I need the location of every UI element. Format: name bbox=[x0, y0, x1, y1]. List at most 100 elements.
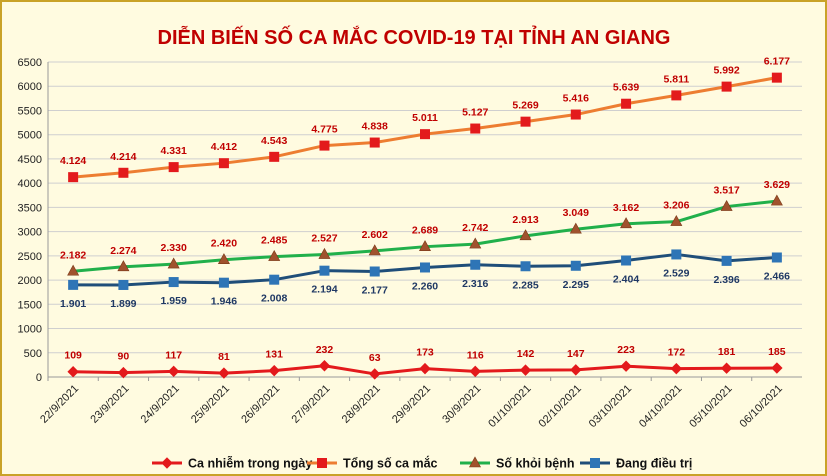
data-label: 4.775 bbox=[311, 124, 337, 136]
data-point bbox=[117, 260, 130, 272]
series-group bbox=[67, 72, 783, 380]
data-label: 117 bbox=[165, 349, 182, 361]
y-tick-label: 1500 bbox=[18, 299, 42, 311]
x-tick-label: 28/9/2021 bbox=[340, 383, 383, 426]
data-point bbox=[569, 222, 582, 234]
chart-title: DIỄN BIẾN SỐ CA MẮC COVID-19 TẠI TỈNH AN… bbox=[158, 25, 671, 49]
data-label: 4.838 bbox=[362, 121, 388, 133]
data-label: 5.011 bbox=[412, 112, 438, 124]
data-label: 90 bbox=[118, 351, 130, 363]
data-point bbox=[420, 129, 430, 140]
data-label: 4.124 bbox=[60, 155, 86, 167]
data-point bbox=[369, 368, 381, 380]
data-label: 172 bbox=[668, 347, 686, 359]
data-label: 109 bbox=[64, 350, 82, 362]
legend: Ca nhiễm trong ngày Tổng số ca mắc Số khỏi… bbox=[152, 456, 692, 471]
data-label: 1.946 bbox=[211, 296, 237, 308]
data-point bbox=[168, 162, 179, 173]
data-point bbox=[167, 365, 180, 378]
data-point bbox=[368, 244, 381, 256]
data-label: 2.177 bbox=[362, 284, 388, 296]
data-point bbox=[519, 364, 532, 376]
data-point bbox=[469, 365, 481, 378]
y-tick-label: 2000 bbox=[18, 275, 42, 287]
data-label: 5.639 bbox=[613, 82, 639, 94]
data-point bbox=[770, 194, 783, 206]
data-point bbox=[771, 362, 783, 374]
data-point bbox=[670, 215, 683, 226]
series-line bbox=[73, 76, 778, 179]
data-point bbox=[721, 81, 732, 92]
data-label: 1.959 bbox=[161, 295, 187, 307]
data-point bbox=[720, 199, 733, 211]
data-label: 2.742 bbox=[462, 222, 488, 234]
legend-item-1: Ca nhiễm trong ngày bbox=[152, 456, 312, 471]
data-label: 2.182 bbox=[60, 249, 86, 261]
data-label: 223 bbox=[617, 344, 635, 356]
data-label: 63 bbox=[369, 352, 381, 364]
data-point bbox=[369, 137, 380, 148]
data-label: 4.214 bbox=[110, 151, 136, 163]
x-tick-label: 25/9/2021 bbox=[189, 383, 232, 426]
data-label: 2.330 bbox=[161, 242, 187, 254]
y-tick-label: 5500 bbox=[18, 105, 42, 117]
data-point bbox=[218, 158, 229, 169]
legend-label: Ca nhiễm trong ngày bbox=[188, 456, 312, 471]
data-label: 185 bbox=[768, 346, 786, 358]
data-point bbox=[217, 253, 230, 265]
data-point bbox=[117, 366, 130, 379]
data-label: 5.269 bbox=[512, 100, 538, 112]
data-point bbox=[68, 172, 79, 183]
data-label: 232 bbox=[316, 344, 334, 356]
data-point bbox=[118, 279, 129, 290]
data-point bbox=[369, 266, 380, 277]
x-tick-label: 02/10/2021 bbox=[537, 383, 584, 430]
y-tick-label: 4000 bbox=[18, 178, 42, 190]
x-tick-label: 04/10/2021 bbox=[637, 383, 684, 430]
y-tick-label: 5000 bbox=[18, 130, 42, 142]
legend-label: Tổng số ca mắc bbox=[343, 456, 438, 471]
y-tick-label: 2500 bbox=[18, 251, 42, 263]
data-point bbox=[771, 252, 782, 263]
data-point bbox=[570, 109, 581, 120]
y-tick-label: 0 bbox=[36, 372, 42, 384]
data-point bbox=[469, 237, 482, 249]
data-point bbox=[67, 264, 80, 276]
data-point bbox=[771, 72, 782, 83]
x-tick-label: 05/10/2021 bbox=[687, 383, 734, 430]
legend-item-4: Đang điều trị bbox=[580, 457, 692, 471]
data-label: 1.901 bbox=[60, 298, 86, 310]
data-point bbox=[590, 458, 600, 468]
data-label: 2.404 bbox=[613, 273, 639, 285]
data-label: 2.008 bbox=[261, 293, 287, 305]
x-axis: 22/9/2021 23/9/2021 24/9/2021 25/9/2021 26/9… bbox=[38, 377, 785, 430]
data-label: 2.194 bbox=[311, 284, 337, 296]
x-tick-label: 22/9/2021 bbox=[38, 383, 81, 426]
data-point bbox=[520, 261, 531, 272]
data-point bbox=[570, 260, 581, 271]
data-label: 2.420 bbox=[211, 238, 237, 250]
data-point bbox=[67, 366, 79, 378]
data-label: 2.466 bbox=[764, 270, 790, 282]
data-label: 181 bbox=[718, 346, 736, 358]
data-label: 6.177 bbox=[764, 56, 790, 68]
data-label: 2.527 bbox=[311, 233, 337, 245]
data-point bbox=[161, 457, 173, 469]
legend-label: Đang điều trị bbox=[616, 457, 692, 471]
data-label: 131 bbox=[265, 349, 283, 361]
data-point bbox=[269, 151, 280, 162]
data-point bbox=[269, 274, 280, 285]
data-label: 2.285 bbox=[512, 279, 538, 291]
data-point bbox=[520, 116, 531, 127]
data-label: 4.331 bbox=[161, 145, 187, 157]
y-tick-label: 6500 bbox=[18, 57, 42, 69]
y-tick-label: 500 bbox=[24, 348, 42, 360]
data-point bbox=[218, 367, 230, 379]
series-2 bbox=[68, 72, 782, 183]
data-point bbox=[671, 249, 682, 260]
data-label: 5.416 bbox=[563, 93, 589, 105]
y-tick-label: 3500 bbox=[18, 202, 42, 214]
data-label: 2.295 bbox=[563, 279, 589, 291]
data-label: 2.316 bbox=[462, 278, 488, 290]
data-point bbox=[570, 364, 582, 376]
